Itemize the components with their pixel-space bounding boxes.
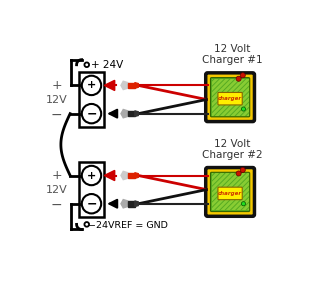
Text: charger: charger (218, 96, 242, 101)
Text: + 24V: + 24V (91, 60, 123, 70)
Circle shape (241, 107, 246, 111)
FancyBboxPatch shape (218, 92, 242, 105)
Circle shape (84, 62, 89, 67)
Polygon shape (135, 201, 138, 206)
Circle shape (236, 171, 241, 176)
Polygon shape (135, 82, 138, 88)
Polygon shape (135, 173, 138, 178)
Circle shape (241, 202, 246, 206)
Bar (79, 72, 104, 127)
Text: −: − (51, 107, 63, 122)
FancyBboxPatch shape (206, 168, 254, 216)
Text: −: − (86, 197, 97, 210)
Circle shape (236, 76, 241, 81)
FancyBboxPatch shape (211, 172, 250, 212)
Text: +: + (52, 79, 62, 92)
Text: +: + (87, 170, 96, 181)
FancyBboxPatch shape (218, 187, 242, 200)
Text: 12 Volt: 12 Volt (214, 139, 251, 148)
Polygon shape (128, 111, 135, 116)
Polygon shape (104, 170, 115, 181)
Text: 12V: 12V (46, 94, 68, 104)
Bar (79, 163, 104, 217)
Text: 12V: 12V (46, 184, 68, 195)
Polygon shape (128, 201, 135, 206)
Polygon shape (121, 110, 128, 118)
Polygon shape (121, 200, 128, 208)
Text: charger: charger (218, 191, 242, 196)
Circle shape (240, 73, 245, 78)
Polygon shape (135, 111, 138, 116)
Text: −24VREF = GND: −24VREF = GND (88, 220, 168, 230)
Text: −: − (51, 198, 63, 212)
Text: Charger #2: Charger #2 (202, 150, 263, 160)
Circle shape (240, 167, 245, 172)
Text: +: + (52, 169, 62, 182)
Circle shape (84, 222, 89, 227)
Circle shape (82, 76, 101, 95)
Circle shape (82, 104, 101, 123)
Circle shape (82, 166, 101, 185)
Text: +: + (87, 80, 96, 90)
Polygon shape (121, 81, 128, 90)
Text: Charger #1: Charger #1 (202, 56, 263, 65)
Polygon shape (121, 171, 128, 180)
FancyBboxPatch shape (211, 78, 250, 117)
Polygon shape (104, 80, 115, 91)
Text: −: − (86, 107, 97, 120)
Text: 12 Volt: 12 Volt (214, 44, 251, 54)
Polygon shape (128, 173, 135, 178)
FancyBboxPatch shape (206, 73, 254, 122)
Polygon shape (128, 82, 135, 88)
Circle shape (82, 194, 101, 213)
